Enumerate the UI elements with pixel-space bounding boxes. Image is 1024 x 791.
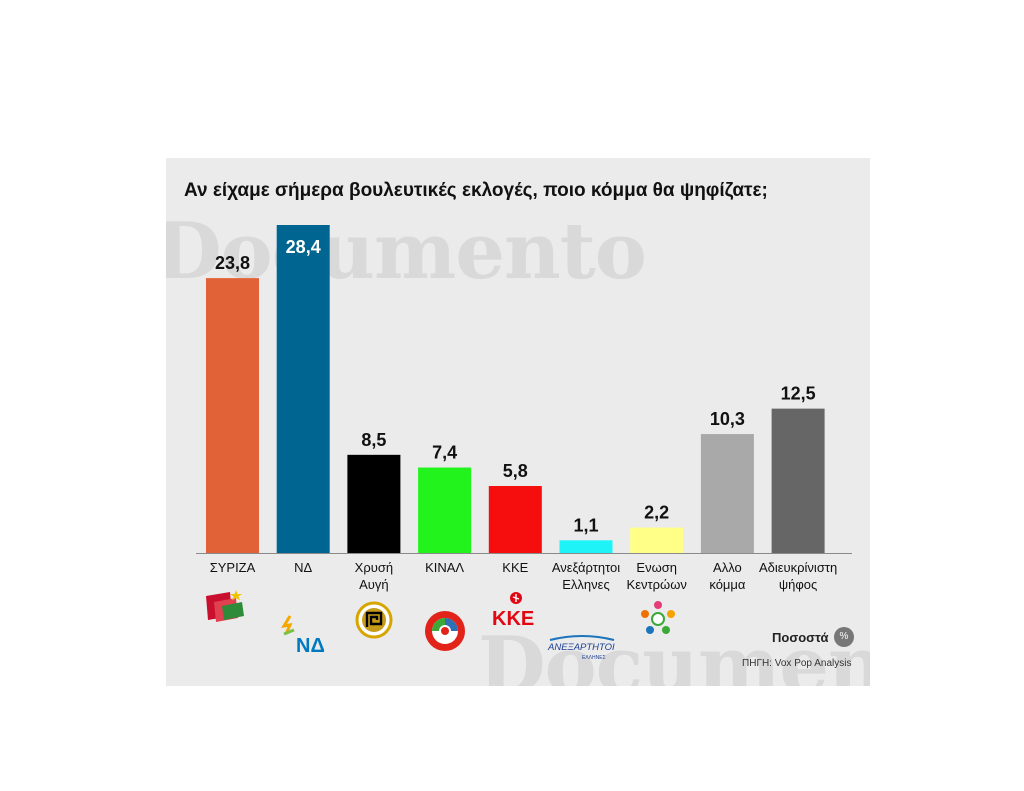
chart-panel: Documento Documento Αν είχαμε σήμερα βου… (166, 158, 870, 686)
bar (771, 408, 825, 553)
bar (700, 434, 754, 553)
data-label: 23,8 (215, 253, 250, 273)
category-label: Ενωση (636, 560, 677, 575)
syriza-logo-icon (206, 590, 244, 622)
data-label: 10,3 (710, 409, 745, 429)
anel-logo-subtext: ΕΛΛΗΝΕΣ (582, 655, 606, 661)
data-label: 28,4 (286, 237, 321, 257)
chart-title: Αν είχαμε σήμερα βουλευτικές εκλογές, πο… (184, 180, 768, 201)
category-label: ΝΔ (294, 560, 312, 575)
kke-logo-text: ΚΚΕ (492, 608, 534, 628)
bar (276, 225, 330, 553)
kke-logo-icon: ΚΚΕ (492, 592, 534, 628)
nd-logo-text: ΝΔ (296, 635, 325, 657)
category-label: ΣΥΡΙΖΑ (210, 560, 256, 575)
category-label: Αδιευκρίνιστη (759, 560, 837, 575)
data-label: 7,4 (432, 443, 457, 463)
data-label: 5,8 (503, 461, 528, 481)
bar (630, 527, 684, 553)
category-label: κόμμα (709, 577, 746, 592)
bar (488, 486, 542, 553)
golden-dawn-logo-icon (355, 601, 393, 639)
category-label: Ανεξάρτητοι (552, 560, 620, 575)
category-label: Κεντρώων (627, 577, 687, 592)
bar (418, 467, 472, 553)
bar (206, 278, 259, 553)
data-label: 2,2 (644, 503, 669, 523)
category-label: Αλλο (713, 560, 742, 575)
data-label: 8,5 (361, 430, 386, 450)
bar (347, 454, 401, 553)
legend-label: Ποσοστά (772, 630, 829, 645)
anel-logo-icon: ΑΝΕΞΑΡΤΗΤΟΙ ΕΛΛΗΝΕΣ (547, 635, 615, 661)
category-label: ΚΙΝΑΛ (425, 560, 464, 575)
centrists-union-logo-icon (641, 601, 675, 634)
nd-logo-icon: ΝΔ (281, 615, 325, 657)
category-label: Αυγή (359, 577, 389, 592)
bar (559, 540, 613, 553)
kinal-logo-icon (425, 611, 465, 651)
percent-badge-icon: % (834, 627, 854, 647)
data-label: 1,1 (573, 515, 598, 535)
source-note: ΠΗΓΗ: Vox Pop Analysis (742, 658, 852, 669)
category-label: Ελληνες (562, 577, 609, 592)
category-label: Χρυσή (355, 560, 393, 575)
category-label: ψήφος (779, 577, 817, 592)
bar-chart: 23,8 ΣΥΡΙΖΑ 28,4 ΝΔ 8,5 Χρυσή Αυγή 7,4 ΚΙΝΑΛ 5,8 Κ… (196, 225, 852, 592)
category-label: ΚΚΕ (502, 560, 528, 575)
watermark-bottom: Documento (478, 620, 870, 686)
anel-logo-text: ΑΝΕΞΑΡΤΗΤΟΙ (547, 642, 615, 653)
data-label: 12,5 (781, 384, 816, 404)
